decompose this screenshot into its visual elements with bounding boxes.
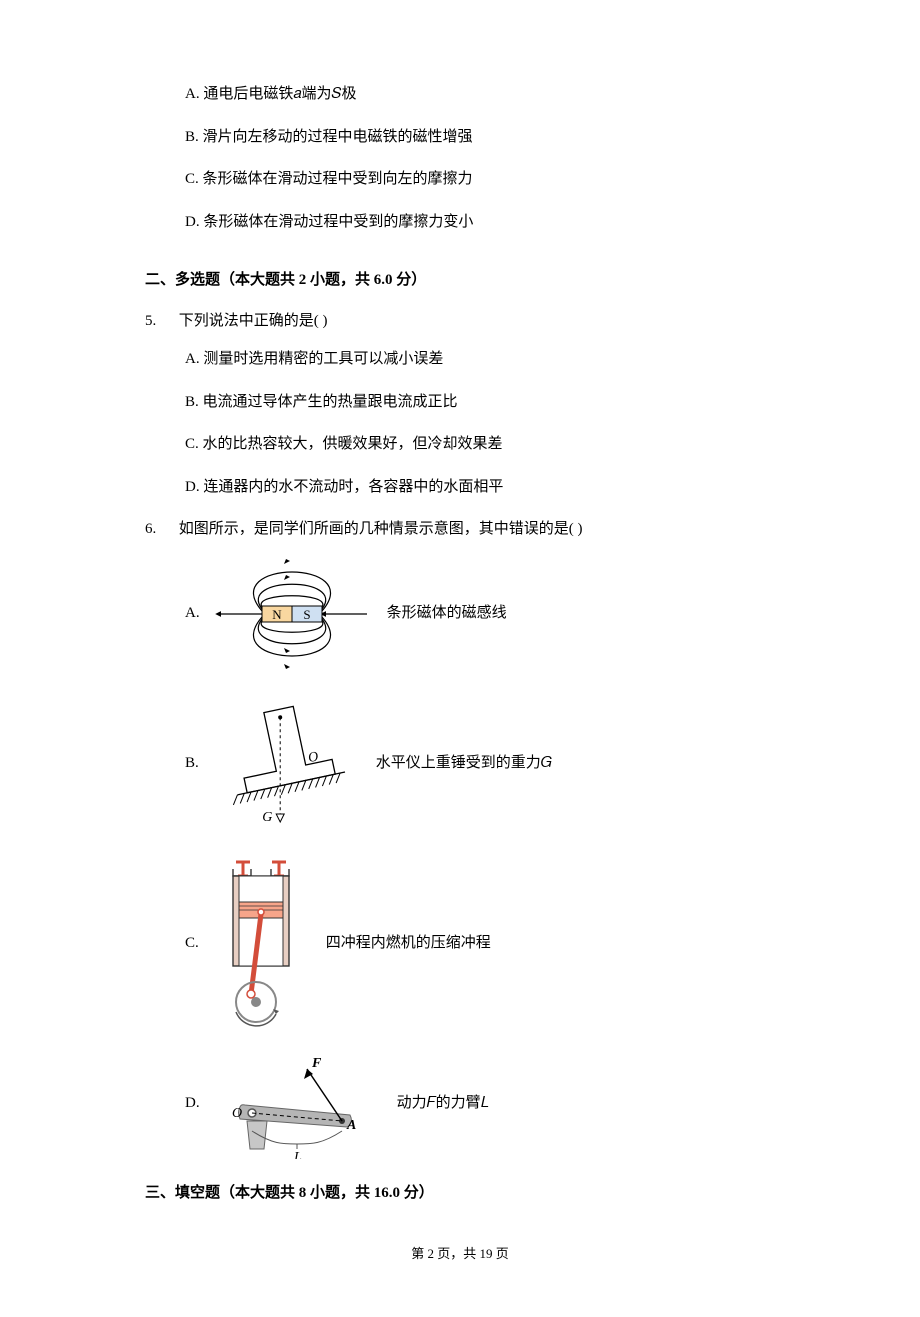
q5-option-C: C. 水的比热容较大，供暖效果好，但冷却效果差 [185,430,775,459]
q5-options: A. 测量时选用精密的工具可以减小误差 B. 电流通过导体产生的热量跟电流成正比… [185,345,775,501]
q6-number: 6. [145,515,175,544]
option-C: C. 条形磁体在滑动过程中受到向左的摩擦力 [185,165,775,194]
q5-number: 5. [145,307,175,336]
option-A: A. 通电后电磁铁𝑎端为𝑆极 [185,80,775,109]
option-D: D. 条形磁体在滑动过程中受到的摩擦力变小 [185,208,775,237]
section3-title: 三、填空题（本大题共 8 小题，共 16.0 分） [145,1179,775,1208]
bar-magnet-diagram: NS [212,554,372,674]
question-5: 5. 下列说法中正确的是( ) [145,307,775,336]
svg-text:F: F [311,1056,322,1071]
svg-text:O: O [307,749,320,766]
q6-option-D: D. O A F L 动力𝐹的力臂𝐿 [185,1049,775,1159]
q6B-caption: 水平仪上重锤受到的重力𝐺 [376,749,552,778]
page-footer: 第 2 页，共 19 页 [145,1242,775,1267]
top-question-options: A. 通电后电磁铁𝑎端为𝑆极 B. 滑片向左移动的过程中电磁铁的磁性增强 C. … [185,80,775,236]
question-6: 6. 如图所示，是同学们所画的几种情景示意图，其中错误的是( ) [145,515,775,544]
svg-text:S: S [303,607,310,622]
q6B-label: B. [185,749,199,778]
q6C-label: C. [185,929,199,958]
svg-text:N: N [272,607,282,622]
q6-option-B: B. OG 水平仪上重锤受到的重力𝐺 [185,689,775,839]
q5-option-B: B. 电流通过导体产生的热量跟电流成正比 [185,388,775,417]
q6A-label: A. [185,599,200,628]
q5-option-A: A. 测量时选用精密的工具可以减小误差 [185,345,775,374]
svg-text:A: A [346,1118,356,1133]
svg-text:G: G [262,810,272,825]
option-B: B. 滑片向左移动的过程中电磁铁的磁性增强 [185,123,775,152]
q5-stem: 下列说法中正确的是( ) [179,307,774,336]
q6-option-A: A. NS 条形磁体的磁感线 [185,554,775,674]
q6C-caption: 四冲程内燃机的压缩冲程 [326,929,491,958]
q6D-caption: 动力𝐹的力臂𝐿 [397,1089,489,1118]
lever-diagram: O A F L [212,1049,382,1159]
engine-diagram [211,854,311,1034]
q6A-caption: 条形磁体的磁感线 [387,599,507,628]
section2-title: 二、多选题（本大题共 2 小题，共 6.0 分） [145,266,775,295]
svg-text:O: O [232,1106,242,1121]
q6-option-C: C. 四冲程内燃机的压缩冲程 [185,854,775,1034]
level-diagram: OG [211,689,361,839]
q6D-label: D. [185,1089,200,1118]
q5-option-D: D. 连通器内的水不流动时，各容器中的水面相平 [185,473,775,502]
svg-text:L: L [293,1150,302,1159]
q6-stem: 如图所示，是同学们所画的几种情景示意图，其中错误的是( ) [179,515,774,544]
